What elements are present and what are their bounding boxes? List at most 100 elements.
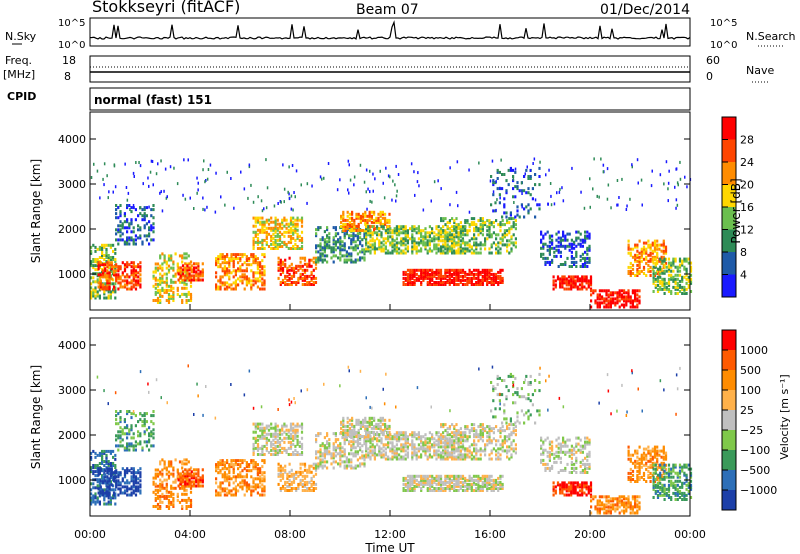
power-cell — [486, 276, 489, 280]
velocity-cell — [263, 426, 266, 430]
power-cell — [370, 210, 373, 214]
velocity-cell — [296, 424, 299, 428]
power-cell — [347, 188, 349, 192]
velocity-cell — [114, 502, 117, 506]
power-cell — [510, 241, 513, 245]
power-cell — [583, 279, 586, 283]
power-cell — [420, 249, 423, 253]
velocity-cell — [315, 464, 318, 468]
power-cell — [477, 219, 480, 223]
power-cell — [170, 256, 173, 260]
velocity-cell — [148, 448, 151, 452]
velocity-cell — [96, 484, 99, 488]
power-cell — [279, 258, 282, 262]
power-cell — [581, 256, 584, 260]
power-cell — [294, 195, 296, 199]
power-cell — [649, 269, 652, 273]
power-cell — [172, 290, 175, 294]
power-cell — [481, 276, 484, 280]
power-cell — [422, 241, 425, 245]
power-cell — [574, 281, 577, 285]
power-cell — [413, 247, 416, 251]
velocity-cell — [350, 440, 353, 444]
power-cell — [444, 223, 447, 227]
power-cell — [575, 244, 578, 248]
power-cell — [464, 241, 467, 245]
velocity-cell — [252, 453, 255, 456]
power-cell — [319, 242, 322, 246]
power-cell — [676, 273, 679, 277]
velocity-cell — [219, 487, 222, 491]
power-cell — [453, 283, 456, 286]
velocity-cell — [350, 444, 353, 448]
power-cell — [215, 283, 218, 287]
velocity-cell — [287, 430, 290, 434]
velocity-cell — [221, 459, 224, 463]
power-cell — [570, 281, 573, 285]
velocity-cell — [294, 434, 297, 438]
power-cell — [243, 277, 246, 281]
power-cell — [272, 236, 275, 240]
power-cell — [226, 261, 229, 265]
power-cell — [490, 235, 493, 239]
power-cell — [130, 271, 133, 275]
power-cell — [126, 275, 129, 279]
velocity-cell — [261, 436, 264, 440]
power-cell — [620, 295, 623, 299]
power-cell — [477, 278, 480, 282]
power-cell — [435, 272, 438, 276]
power-cell — [411, 281, 414, 284]
power-cell — [395, 227, 398, 231]
velocity-cell — [314, 472, 318, 476]
power-cell — [197, 262, 200, 266]
velocity-cell — [306, 474, 309, 478]
power-cell — [587, 283, 590, 287]
velocity-cell — [274, 451, 277, 454]
power-cell — [294, 228, 297, 232]
power-cell — [552, 287, 555, 291]
power-cell — [647, 263, 650, 267]
power-cell — [495, 180, 497, 184]
power-cell — [359, 240, 362, 244]
power-cell — [461, 268, 465, 272]
power-cell — [492, 281, 495, 284]
power-cell — [428, 278, 432, 282]
power-cell — [459, 281, 462, 284]
velocity-cell — [290, 487, 293, 490]
velocity-cell — [165, 466, 168, 470]
power-cell — [411, 283, 414, 286]
power-cell — [570, 265, 573, 268]
power-cell — [627, 251, 630, 255]
power-cell — [652, 269, 655, 273]
velocity-cell — [330, 452, 333, 456]
power-cell — [492, 209, 495, 213]
velocity-cell — [272, 453, 275, 456]
velocity-cell — [285, 451, 288, 454]
velocity-cell — [348, 464, 351, 468]
velocity-cell — [337, 444, 340, 448]
power-cell — [188, 262, 191, 266]
velocity-cell — [265, 440, 268, 444]
power-cell — [426, 239, 429, 243]
velocity-cell — [192, 480, 196, 484]
power-cell — [563, 287, 566, 291]
power-cell — [179, 270, 182, 274]
power-cell — [437, 243, 440, 247]
power-cell — [584, 234, 587, 238]
velocity-cell — [117, 493, 120, 497]
velocity-cell — [344, 428, 347, 432]
power-cell — [342, 214, 345, 218]
power-cell — [667, 199, 669, 203]
power-cell — [574, 275, 577, 279]
power-cell — [687, 285, 690, 289]
power-cell — [359, 220, 362, 224]
power-cell — [183, 292, 186, 296]
power-cell — [627, 295, 630, 299]
power-cell — [446, 278, 449, 282]
power-cell — [553, 250, 556, 254]
power-cell — [689, 281, 693, 285]
power-cell — [663, 287, 666, 291]
power-cell — [152, 222, 155, 226]
velocity-cell — [167, 502, 171, 506]
velocity-cell — [259, 428, 262, 432]
